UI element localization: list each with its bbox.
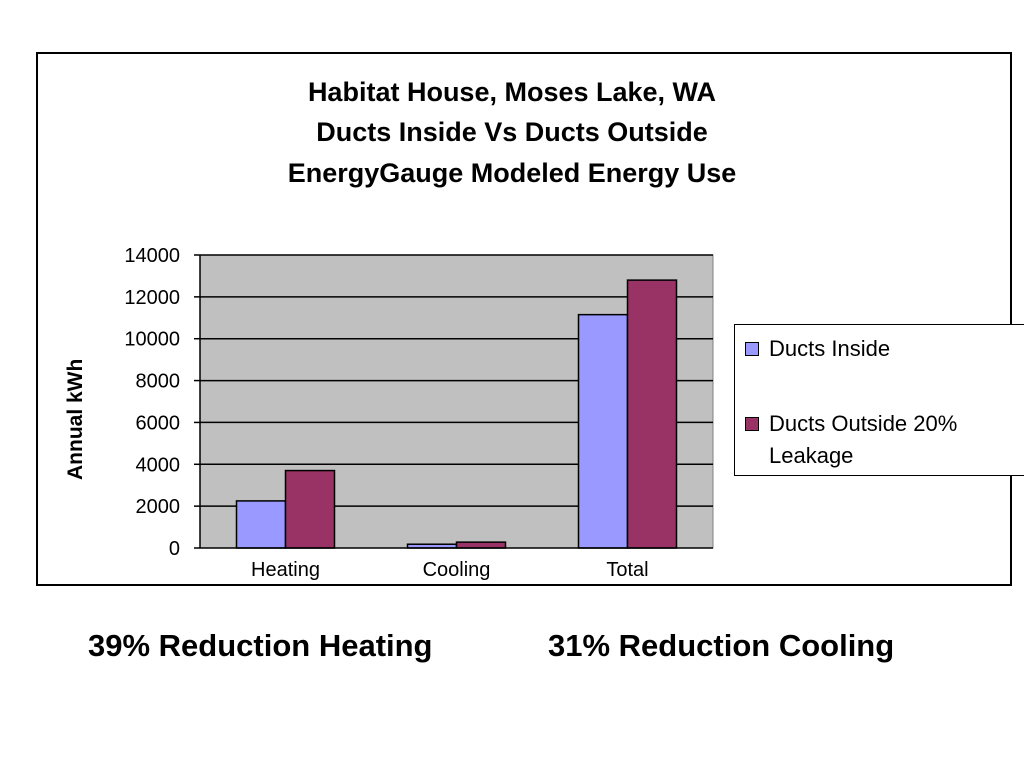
x-tick-label: Total <box>606 559 648 581</box>
y-tick-label: 14000 <box>124 245 180 267</box>
chart-title: Habitat House, Moses Lake, WA <box>307 77 717 107</box>
bar-heating-series-2 <box>284 469 336 549</box>
legend-label-ducts-outside-line1: Ducts Outside 20% <box>769 411 958 436</box>
legend-swatch-ducts-outside <box>745 417 759 431</box>
y-tick-labels: 14000 12000 10000 8000 6000 4000 2000 0 <box>124 245 200 560</box>
x-tick-label: Cooling <box>423 559 491 581</box>
bar-total-series-2 <box>626 279 678 549</box>
y-tick-label: 10000 <box>124 329 180 351</box>
footer-cooling-reduction: 31% Reduction Cooling <box>548 628 895 663</box>
y-tick-label: 4000 <box>136 454 181 476</box>
legend-item-ducts-inside: Ducts Inside <box>745 333 1015 365</box>
legend-item-ducts-outside: Ducts Outside 20% Leakage <box>745 408 1024 472</box>
x-tick-labels: Heating Cooling Total <box>251 559 649 581</box>
y-tick-label: 0 <box>169 538 180 560</box>
y-tick-label: 8000 <box>136 371 181 393</box>
legend-label-ducts-inside: Ducts Inside <box>769 336 891 361</box>
bar-cooling-series-2 <box>455 541 507 549</box>
axes <box>199 255 713 549</box>
y-tick-label: 2000 <box>136 496 181 518</box>
bar-total-series-1 <box>577 313 629 549</box>
bar-heating-series-1 <box>235 500 287 549</box>
chart-subtitle-2: EnergyGauge Modeled Energy Use <box>287 158 737 188</box>
bars <box>235 279 678 549</box>
y-tick-label: 12000 <box>124 287 180 309</box>
y-tick-label: 6000 <box>136 412 181 434</box>
legend: Ducts Inside Ducts Outside 20% Leakage <box>734 324 1024 476</box>
x-tick-label: Heating <box>251 559 320 581</box>
chart-subtitle-1: Ducts Inside Vs Ducts Outside <box>316 117 708 147</box>
legend-label-ducts-outside-line2: Leakage <box>769 443 854 468</box>
footer-heating-reduction: 39% Reduction Heating <box>88 628 433 663</box>
legend-swatch-ducts-inside <box>745 342 759 356</box>
